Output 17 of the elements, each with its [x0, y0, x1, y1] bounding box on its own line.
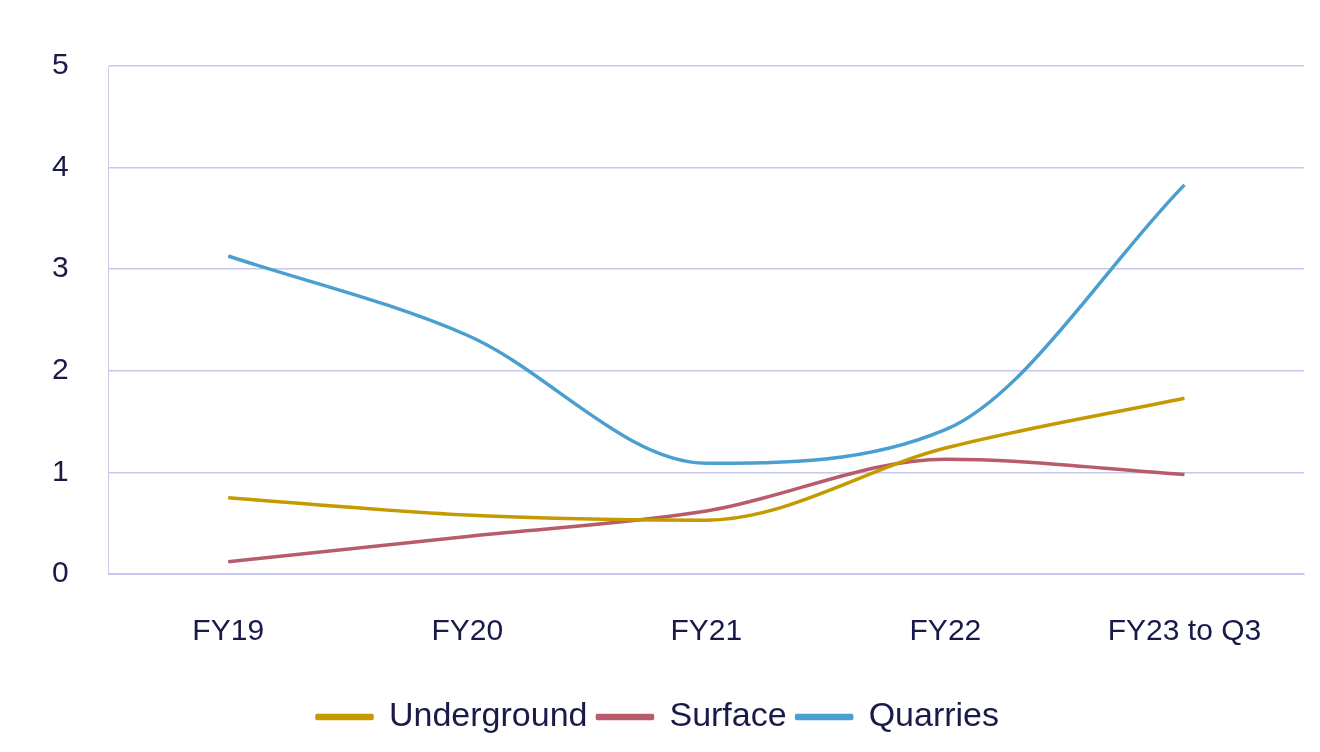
line-series	[226, 396, 1187, 522]
y-tick-label: 1	[52, 453, 69, 487]
legend-label: Surface	[669, 695, 787, 734]
x-tick-label: FY19	[192, 613, 265, 647]
line-series	[226, 183, 1187, 466]
y-tick-label: 5	[52, 47, 69, 81]
line-series	[226, 457, 1187, 564]
y-tick-label: 0	[52, 555, 69, 589]
x-tick-label: FY21	[670, 613, 743, 647]
legend-label: Quarries	[868, 695, 1000, 734]
x-tick-label: FY23 to Q3	[1107, 613, 1262, 647]
legend-label: Underground	[388, 695, 588, 734]
y-tick-label: 4	[52, 148, 69, 182]
x-tick-label: FY22	[909, 613, 982, 647]
y-tick-label: 2	[52, 352, 69, 386]
x-tick-label: FY20	[431, 613, 504, 647]
y-tick-label: 3	[52, 250, 69, 284]
